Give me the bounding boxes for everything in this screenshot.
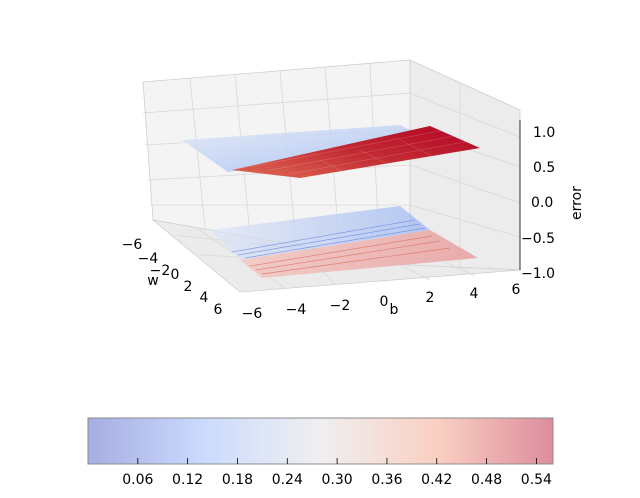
x-tick-label: −4 [286, 302, 307, 318]
colorbar-tick-label: 0.48 [471, 472, 502, 488]
y-axis: −6 −4 −2 0 2 4 6 w [122, 237, 223, 318]
x-tick-label: 6 [512, 282, 521, 298]
z-axis-label: error [569, 186, 585, 220]
z-tick-label: 1.0 [533, 125, 555, 141]
x-tick-label: 0 [380, 294, 389, 310]
colorbar-tick-label: 0.12 [172, 472, 203, 488]
x-axis: −6 −4 −2 0 2 4 6 b [242, 282, 521, 322]
surface-red-part [232, 126, 480, 178]
y-tick-label: 2 [184, 279, 193, 295]
z-tick-label: −0.5 [521, 231, 555, 247]
z-axis: 1.0 0.5 0.0 −0.5 −1.0 error [519, 120, 585, 282]
y-tick-label: −6 [122, 237, 143, 253]
colorbar: 0.06 0.12 0.18 0.24 0.30 0.36 0.42 0.48 0.54 [87, 417, 554, 488]
surface-blue-part [182, 125, 440, 172]
colorbar-tick-label: 0.30 [322, 472, 353, 488]
y-axis-label: w [147, 273, 158, 289]
colorbar-tick-label: 0.54 [521, 472, 552, 488]
surface [182, 125, 480, 178]
x-tick-label: 2 [426, 290, 435, 306]
y-tick-label: −4 [138, 251, 159, 267]
x-tick-label: −6 [242, 306, 263, 322]
x-tick-label: −2 [330, 298, 351, 314]
z-tick-label: 0.5 [533, 160, 555, 176]
y-tick-label: 4 [200, 290, 209, 306]
y-tick-label: 0 [171, 267, 180, 283]
x-axis-label: b [390, 302, 399, 318]
colorbar-tick-label: 0.18 [222, 472, 253, 488]
z-tick-label: −1.0 [521, 266, 555, 282]
y-tick-label: −2 [150, 263, 171, 279]
colorbar-tick-label: 0.36 [371, 472, 402, 488]
colorbar-tick-label: 0.06 [122, 472, 153, 488]
z-tick-label: 0.0 [531, 195, 553, 211]
x-tick-label: 4 [470, 286, 479, 302]
colorbar-tick-label: 0.24 [272, 472, 303, 488]
colorbar-tick-label: 0.42 [421, 472, 452, 488]
y-tick-label: 6 [214, 302, 223, 318]
colorbar-ticks: 0.06 0.12 0.18 0.24 0.30 0.36 0.42 0.48 0.54 [122, 458, 552, 488]
floor-contour [210, 206, 478, 278]
colorbar-gradient [87, 417, 554, 465]
